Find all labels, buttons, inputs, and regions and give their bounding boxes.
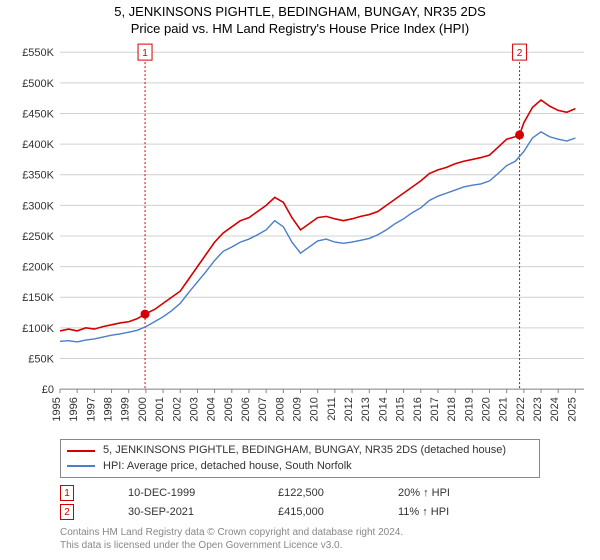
x-axis-label: 2012: [343, 397, 355, 421]
chart-title: 5, JENKINSONS PIGHTLE, BEDINGHAM, BUNGAY…: [8, 4, 592, 19]
chart-container: 5, JENKINSONS PIGHTLE, BEDINGHAM, BUNGAY…: [0, 0, 600, 560]
footer-line-1: Contains HM Land Registry data © Crown c…: [60, 526, 592, 539]
chart-subtitle: Price paid vs. HM Land Registry's House …: [8, 21, 592, 36]
legend: 5, JENKINSONS PIGHTLE, BEDINGHAM, BUNGAY…: [60, 439, 540, 478]
x-axis-label: 2021: [498, 397, 510, 421]
y-axis-label: £100K: [22, 323, 54, 335]
x-axis-label: 2009: [292, 397, 304, 421]
x-axis-label: 2002: [171, 397, 183, 421]
event-row: 2 30-SEP-2021 £415,000 11% ↑ HPI: [60, 504, 592, 520]
y-axis-label: £250K: [22, 231, 54, 243]
x-axis-label: 2005: [223, 397, 235, 421]
y-axis-label: £550K: [22, 47, 54, 59]
x-axis-label: 2004: [206, 397, 218, 421]
x-axis-label: 2006: [240, 397, 252, 421]
x-axis-label: 2018: [446, 397, 458, 421]
x-axis-label: 2019: [463, 397, 475, 421]
x-axis-label: 2023: [532, 397, 544, 421]
footer: Contains HM Land Registry data © Crown c…: [60, 526, 592, 552]
footer-line-2: This data is licensed under the Open Gov…: [60, 539, 592, 552]
x-axis-label: 2022: [515, 397, 527, 421]
legend-label: HPI: Average price, detached house, Sout…: [103, 459, 352, 474]
event-marker-dot: [141, 310, 150, 319]
x-axis-label: 1999: [120, 397, 132, 421]
event-marker-dot: [515, 130, 524, 139]
x-axis-label: 2008: [274, 397, 286, 421]
event-marker-box: 1: [60, 485, 74, 501]
legend-label: 5, JENKINSONS PIGHTLE, BEDINGHAM, BUNGAY…: [103, 443, 506, 458]
event-date: 30-SEP-2021: [128, 506, 238, 518]
series-price-paid: [60, 100, 575, 331]
y-axis-label: £500K: [22, 78, 54, 90]
y-axis-label: £350K: [22, 170, 54, 182]
x-axis-label: 1996: [68, 397, 80, 421]
chart-plot-area: £0 £50K £100K £150K £200K £250K £300K £350K £400…: [8, 40, 592, 433]
x-axis-label: 2017: [429, 397, 441, 421]
y-axis-label: £150K: [22, 292, 54, 304]
x-axis-label: 1997: [85, 397, 97, 421]
x-axis-label: 2025: [566, 397, 578, 421]
event-row: 1 10-DEC-1999 £122,500 20% ↑ HPI: [60, 485, 592, 501]
x-axis-label: 2016: [412, 397, 424, 421]
y-axis-label: £200K: [22, 262, 54, 274]
x-axis-label: 2024: [549, 397, 561, 421]
y-axis-label: £300K: [22, 200, 54, 212]
y-axis-label: £0: [42, 384, 54, 396]
event-price: £122,500: [278, 487, 358, 499]
x-axis-label: 2013: [360, 397, 372, 421]
x-axis-label: 2000: [137, 397, 149, 421]
y-axis-label: £450K: [22, 108, 54, 120]
x-axis-label: 2020: [481, 397, 493, 421]
event-delta: 11% ↑ HPI: [398, 506, 449, 518]
event-price: £415,000: [278, 506, 358, 518]
x-axis-label: 2015: [395, 397, 407, 421]
x-axis-label: 2011: [326, 397, 338, 421]
x-axis-label: 2001: [154, 397, 166, 421]
x-axis-label: 2010: [309, 397, 321, 421]
y-axis-label: £400K: [22, 139, 54, 151]
event-date: 10-DEC-1999: [128, 487, 238, 499]
legend-item: 5, JENKINSONS PIGHTLE, BEDINGHAM, BUNGAY…: [67, 443, 533, 458]
event-delta: 20% ↑ HPI: [398, 487, 450, 499]
chart-svg: £0 £50K £100K £150K £200K £250K £300K £350K £400…: [8, 40, 592, 433]
event-marker-id: 1: [142, 48, 148, 59]
series-hpi: [60, 132, 575, 342]
x-axis-label: 2003: [188, 397, 200, 421]
event-marker-box: 2: [60, 504, 74, 520]
event-marker-id: 2: [517, 48, 523, 59]
y-axis-label: £50K: [28, 353, 54, 365]
legend-swatch: [67, 465, 95, 467]
x-axis-label: 1998: [103, 397, 115, 421]
legend-swatch: [67, 450, 95, 452]
x-axis-label: 1995: [51, 397, 63, 421]
legend-item: HPI: Average price, detached house, Sout…: [67, 459, 533, 474]
events-list: 1 10-DEC-1999 £122,500 20% ↑ HPI 2 30-SEP-202…: [8, 482, 592, 522]
x-axis-label: 2007: [257, 397, 269, 421]
x-axis-label: 2014: [377, 397, 389, 421]
